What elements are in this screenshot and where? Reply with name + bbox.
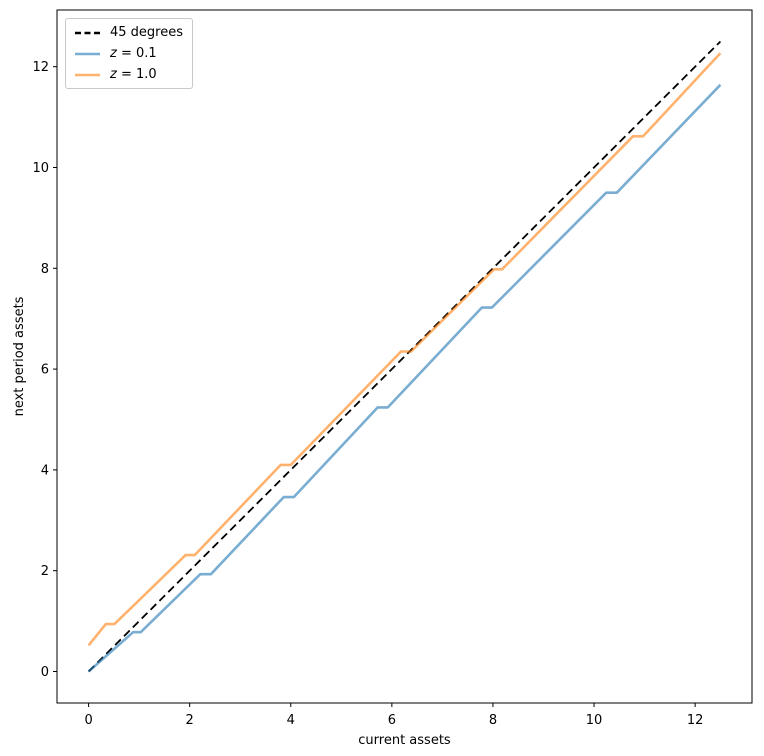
x-tick-label: 6: [388, 713, 396, 728]
y-axis-label: next period assets: [12, 296, 27, 416]
orange-line-sample-icon: [75, 73, 100, 76]
y-tick-label: 4: [41, 463, 49, 478]
x-tick-label: 10: [586, 713, 603, 728]
series-line-z-1.0: [87, 52, 722, 647]
x-axis-label: current assets: [358, 733, 451, 748]
series-line-z-0.1: [87, 83, 722, 673]
legend-item-z-0-1: z = 0.1: [74, 45, 183, 62]
legend: 45 degrees z = 0.1 z = 1.0: [65, 18, 194, 89]
blue-line-sample-icon: [75, 52, 100, 55]
y-tick-label: 10: [32, 161, 49, 176]
y-tick-label: 0: [41, 665, 49, 680]
x-tick-label: 0: [84, 713, 92, 728]
series-line-45-degrees: [87, 40, 722, 673]
legend-label-45-degrees: 45 degrees: [110, 25, 184, 40]
y-tick-label: 6: [41, 363, 49, 378]
y-tick-label: 8: [41, 262, 49, 277]
legend-item-45-degrees: 45 degrees: [74, 24, 183, 41]
legend-label-z-0-1: z = 0.1: [110, 46, 157, 61]
dashed-line-sample-icon: [75, 31, 100, 34]
legend-label-z-1-0: z = 1.0: [110, 67, 157, 82]
y-tick-label: 2: [41, 564, 49, 579]
x-tick-label: 8: [489, 713, 497, 728]
x-tick-label: 12: [687, 713, 704, 728]
y-tick-label: 12: [32, 60, 49, 75]
plot-border: [56, 9, 753, 704]
legend-item-z-1-0: z = 1.0: [74, 66, 183, 83]
x-tick-label: 2: [186, 713, 194, 728]
x-tick-label: 4: [287, 713, 295, 728]
